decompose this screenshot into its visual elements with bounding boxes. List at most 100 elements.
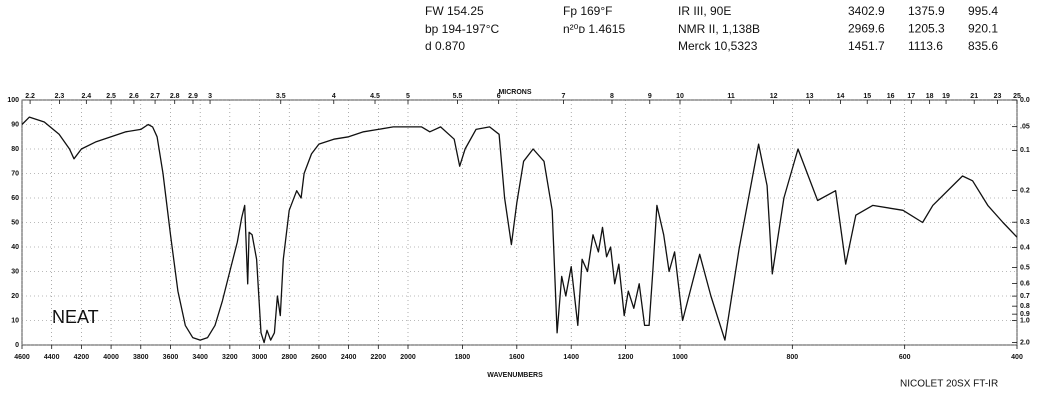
y-tick-label: 0 [15, 342, 19, 349]
sample-note: NEAT [52, 307, 99, 327]
property: bp 194-197°C [425, 22, 500, 36]
spectrum-line [21, 116, 1018, 344]
x2-tick-label: 5.5 [453, 93, 463, 100]
peak-value: 1113.6 [908, 39, 943, 53]
x-tick-label: 1400 [563, 354, 579, 361]
peak-value: 1375.9 [908, 4, 945, 18]
x-tick-label: 1600 [509, 354, 525, 361]
x2-tick-label: 23 [994, 93, 1002, 100]
x2-tick-label: 11 [727, 93, 735, 100]
y2-tick-label: 0.3 [1020, 219, 1030, 226]
x-tick-label: 2200 [371, 354, 387, 361]
x2-tick-label: 8 [610, 93, 614, 100]
x2-tick-label: 2.4 [81, 93, 91, 100]
reference: IR III, 90E [678, 4, 731, 18]
plot-frame [21, 99, 1018, 346]
x-tick-label: 400 [1011, 354, 1023, 361]
y-tick-label: 50 [11, 219, 19, 226]
x2-tick-label: 3.5 [276, 93, 286, 100]
y2-tick-label: 0.2 [1020, 187, 1030, 194]
x-tick-label: 600 [899, 354, 911, 361]
y2-tick-label: .05 [1020, 123, 1030, 130]
y2-tick-label: 0.4 [1020, 244, 1030, 251]
x2-tick-label: 3 [208, 93, 212, 100]
x2-tick-label: 7 [561, 93, 565, 100]
x2-tick-label: 2.9 [188, 93, 198, 100]
x-tick-label: 4200 [74, 354, 90, 361]
x-tick-label: 3000 [252, 354, 268, 361]
x-tick-label: 4000 [103, 354, 119, 361]
x-tick-label: 1200 [618, 354, 634, 361]
x-tick-label: 3800 [133, 354, 149, 361]
x2-tick-label: 4.5 [370, 93, 380, 100]
x2-tick-label: 25 [1013, 93, 1021, 100]
y-tick-label: 70 [11, 170, 19, 177]
property: d 0.870 [425, 39, 465, 53]
y-tick-label: 90 [11, 121, 19, 128]
x2-tick-label: 21 [970, 93, 978, 100]
y2-tick-label: 1.0 [1020, 317, 1030, 324]
reference: Merck 10,5323 [678, 39, 758, 53]
y2-tick-label: 2.0 [1020, 339, 1030, 346]
x2-tick-label: 2.8 [170, 93, 180, 100]
y-tick-label: 60 [11, 195, 19, 202]
x2-tick-label: 13 [806, 93, 814, 100]
x2-tick-label: 5 [406, 93, 410, 100]
y2-tick-label: 0.9 [1020, 311, 1030, 318]
x-axis-label: WAVENUMBERS [487, 372, 543, 379]
y2-tick-label: 0.0 [1020, 97, 1030, 104]
y-tick-label: 30 [11, 268, 19, 275]
x2-tick-label: 6 [497, 93, 501, 100]
y-tick-label: 80 [11, 146, 19, 153]
x2-tick-label: 16 [887, 93, 895, 100]
reference: NMR II, 1,138B [678, 22, 760, 36]
x-tick-label: 4600 [14, 354, 30, 361]
x-tick-label: 2600 [311, 354, 327, 361]
x-tick-label: 2000 [400, 354, 416, 361]
peak-value: 920.1 [968, 22, 998, 36]
x-tick-label: 2400 [341, 354, 357, 361]
x-tick-label: 4400 [44, 354, 60, 361]
x2-tick-label: 17 [907, 93, 915, 100]
x-tick-label: 3600 [163, 354, 179, 361]
x2-tick-label: 9 [648, 93, 652, 100]
x-tick-label: 1800 [455, 354, 471, 361]
y-tick-label: 20 [11, 293, 19, 300]
y2-tick-label: 0.6 [1020, 280, 1030, 287]
x-tick-label: 3200 [222, 354, 238, 361]
x2-tick-label: 15 [863, 93, 871, 100]
header: FW 154.25 bp 194-197°C d 0.870 Fp 169°F … [425, 4, 760, 53]
y-tick-label: 40 [11, 244, 19, 251]
y2-tick-label: 0.5 [1020, 264, 1030, 271]
y2-tick-label: 0.1 [1020, 147, 1030, 154]
y2-tick-label: 0.7 [1020, 293, 1030, 300]
property: FW 154.25 [425, 4, 484, 18]
x2-tick-label: 2.2 [25, 93, 35, 100]
y-tick-label: 100 [7, 97, 19, 104]
peak-value: 995.4 [968, 4, 998, 18]
x2-axis-label: MICRONS [498, 89, 531, 96]
x2-tick-label: 2.3 [55, 93, 65, 100]
x2-tick-label: 2.5 [106, 93, 116, 100]
x-tick-label: 800 [786, 354, 798, 361]
y-tick-label: 10 [11, 317, 19, 324]
x2-tick-label: 10 [676, 93, 684, 100]
x2-tick-label: 2.6 [129, 93, 139, 100]
x-tick-label: 1000 [672, 354, 688, 361]
x2-tick-label: 2.7 [150, 93, 160, 100]
x2-tick-label: 19 [942, 93, 950, 100]
instrument: NICOLET 20SX FT-IR [900, 379, 998, 390]
x2-tick-label: 14 [837, 93, 845, 100]
peak-value: 1451.7 [848, 39, 885, 53]
x-tick-label: 3400 [192, 354, 208, 361]
x-tick-label: 2800 [281, 354, 297, 361]
property: Fp 169°F [563, 4, 613, 18]
x2-tick-label: 12 [770, 93, 778, 100]
peak-value: 1205.3 [908, 22, 945, 36]
peak-value: 2969.6 [848, 22, 885, 36]
x2-tick-label: 4 [332, 93, 336, 100]
peak-value: 3402.9 [848, 4, 885, 18]
property: n²⁰ᴅ 1.4615 [563, 22, 625, 36]
y2-tick-label: 0.8 [1020, 303, 1030, 310]
